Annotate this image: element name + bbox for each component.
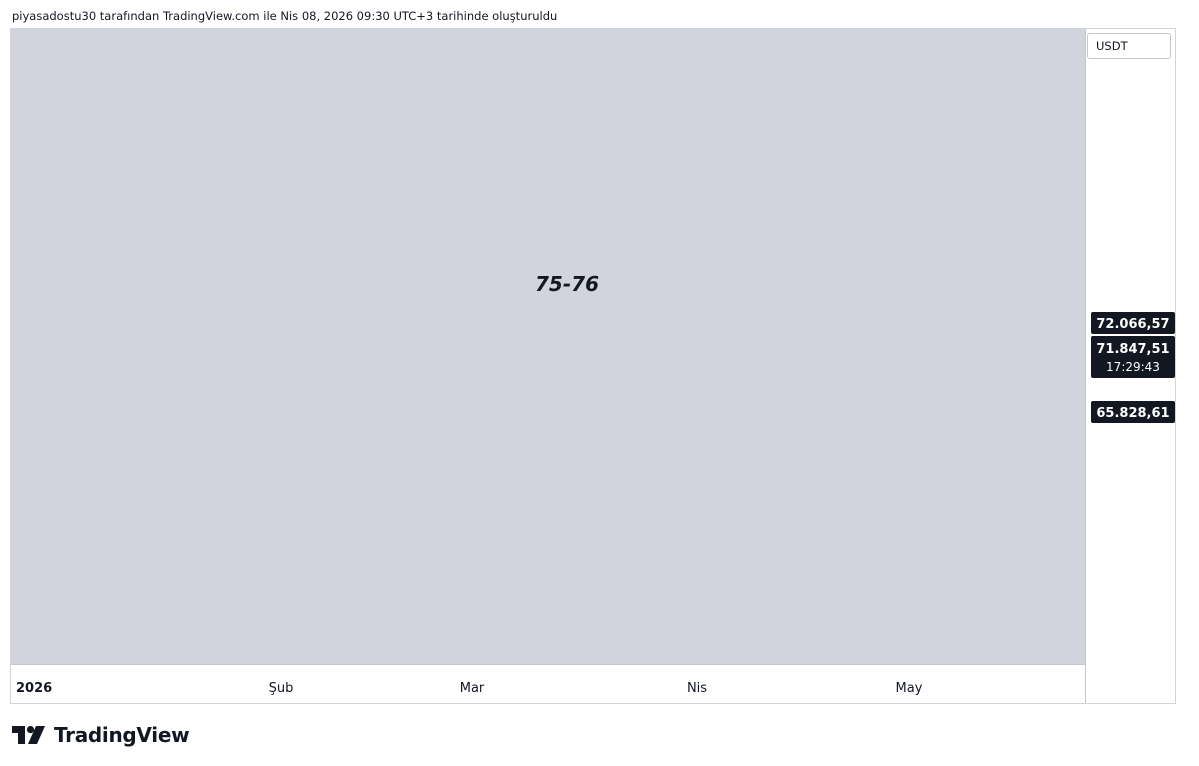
tradingview-brand[interactable]: TradingView xyxy=(12,722,190,748)
time-tick-label: 2026 xyxy=(16,681,52,696)
time-scale[interactable] xyxy=(11,664,1085,703)
candlestick-chart[interactable]: 75-76 100.000,0092.000,0084.000,0079.000… xyxy=(11,29,1176,704)
currency-selector[interactable]: USDT xyxy=(1087,33,1171,59)
tradingview-logo-icon xyxy=(12,726,45,744)
plot-area[interactable] xyxy=(11,29,1085,664)
last-price-badge xyxy=(1091,336,1175,378)
time-tick-label: May xyxy=(896,681,923,696)
time-tick-label: Şub xyxy=(269,681,294,696)
last-price-badge-text: 71.847,51 xyxy=(1096,342,1169,357)
time-tick-label: Nis xyxy=(687,681,707,696)
time-tick-label: Mar xyxy=(460,681,485,696)
tradingview-wordmark: TradingView xyxy=(54,723,190,747)
time-tick-labels: 2026 Şub Mar Nis May xyxy=(16,681,923,696)
bar-countdown-text: 17:29:43 xyxy=(1106,360,1160,374)
lower-line-badge-text: 65.828,61 xyxy=(1096,406,1169,421)
resistance-zone-label: 75-76 xyxy=(535,272,599,296)
chart-frame[interactable]: USDT 75-76 100.000,0092.000,0084.000,007… xyxy=(10,28,1176,704)
price-badges: 72.066,57 71.847,51 17:29:43 65.828,61 xyxy=(1091,312,1175,423)
upper-line-badge xyxy=(1091,312,1175,334)
lower-line-badge xyxy=(1091,401,1175,423)
upper-line-badge-text: 72.066,57 xyxy=(1096,317,1169,332)
chart-attribution: piyasadostu30 tarafından TradingView.com… xyxy=(12,9,558,23)
